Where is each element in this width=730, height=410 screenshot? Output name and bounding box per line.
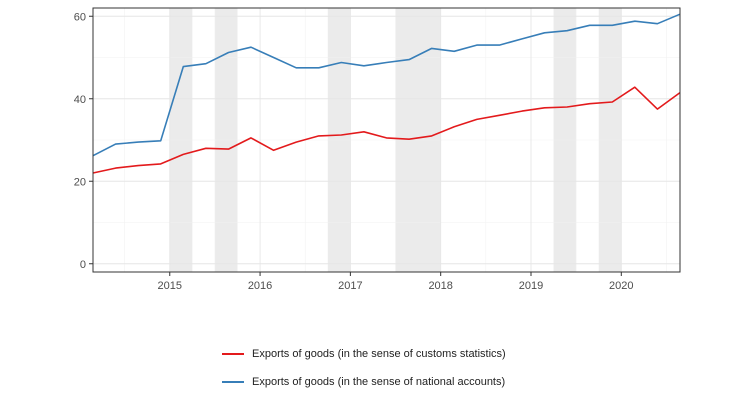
series-line-1 bbox=[92, 13, 681, 157]
line-chart: 0 20 40 60 2015 2016 2017 2018 2019 2020 bbox=[74, 7, 681, 292]
legend: Exports of goods (in the sense of custom… bbox=[222, 344, 506, 400]
series-lines bbox=[92, 13, 681, 174]
panel-border bbox=[92, 7, 681, 273]
y-tick-label: 0 bbox=[80, 259, 86, 271]
x-tick-label: 2017 bbox=[338, 280, 362, 292]
legend-label-national-accounts: Exports of goods (in the sense of nation… bbox=[252, 376, 506, 388]
legend-item-customs[interactable]: Exports of goods (in the sense of custom… bbox=[222, 344, 506, 364]
y-tick-label: 40 bbox=[74, 94, 86, 106]
y-tick-label: 60 bbox=[74, 11, 86, 23]
x-tick-label: 2019 bbox=[519, 280, 543, 292]
y-tick-label: 20 bbox=[74, 176, 86, 188]
x-tick-label: 2015 bbox=[158, 280, 182, 292]
legend-swatch-customs bbox=[222, 353, 244, 355]
axis-ticks: 0 20 40 60 2015 2016 2017 2018 2019 2020 bbox=[74, 11, 634, 292]
x-tick-label: 2020 bbox=[609, 280, 633, 292]
series-line-0 bbox=[92, 86, 681, 174]
x-tick-label: 2016 bbox=[248, 280, 272, 292]
x-tick-label: 2018 bbox=[428, 280, 452, 292]
legend-item-national-accounts[interactable]: Exports of goods (in the sense of nation… bbox=[222, 372, 506, 392]
legend-label-customs: Exports of goods (in the sense of custom… bbox=[252, 348, 506, 360]
grid-lines bbox=[93, 8, 680, 272]
plot-frame bbox=[92, 7, 681, 273]
legend-swatch-national-accounts bbox=[222, 381, 244, 383]
